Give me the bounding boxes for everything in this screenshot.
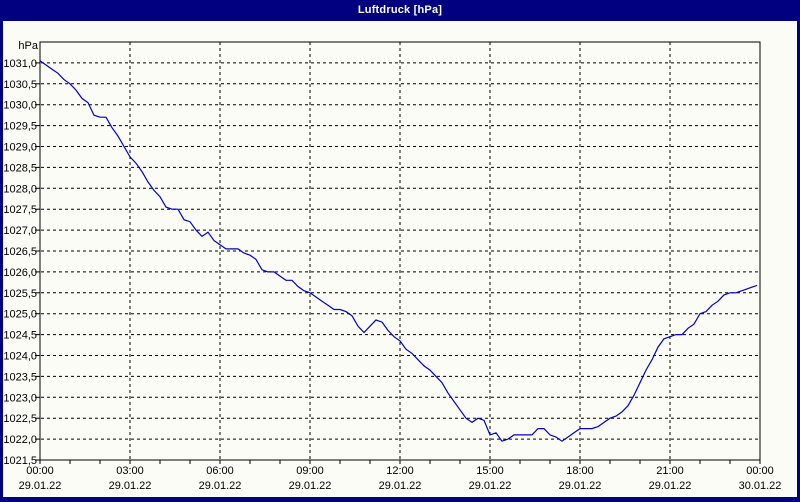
x-tick-labels: 00:00 29.01.22 03:00 29.01.22 06:00 29.01.22 0… (19, 465, 782, 492)
plot-frame (39, 41, 761, 461)
y-tick-label: 1030,5 (3, 79, 37, 91)
x-tick-date-label: 29.01.22 (19, 480, 62, 492)
y-tick-label: 1026,5 (3, 246, 37, 258)
y-tick-label: 1024,5 (3, 330, 37, 342)
x-tick-date-label: 29.01.22 (649, 480, 692, 492)
y-tick-label: 1028,0 (3, 183, 37, 195)
x-tick-time-label: 09:00 (296, 465, 324, 477)
pressure-line (39, 60, 758, 442)
x-tick-date-label: 30.01.22 (739, 480, 782, 492)
pressure-chart: hPa 1031,0 1030,5 1030,0 1029,5 1029,0 1028,5… (3, 40, 782, 492)
x-tick-time-label: 21:00 (656, 465, 684, 477)
chart-area: hPa 1031,0 1030,5 1030,0 1029,5 1029,0 1028,5… (3, 21, 797, 497)
y-tick-labels: 1031,0 1030,5 1030,0 1029,5 1029,0 1028,5 1028… (3, 58, 37, 467)
y-tick-label: 1025,0 (3, 309, 37, 321)
title-bar: Luftdruck [hPa] (0, 0, 800, 21)
x-tick-time-label: 00:00 (746, 465, 774, 477)
x-tick-time-label: 12:00 (386, 465, 414, 477)
x-tick-date-label: 29.01.22 (109, 480, 152, 492)
x-tick-time-label: 03:00 (116, 465, 144, 477)
y-tick-label: 1030,0 (3, 100, 37, 112)
y-tick-label: 1025,5 (3, 288, 37, 300)
grid-lines (41, 41, 759, 461)
x-tick-time-label: 18:00 (566, 465, 594, 477)
chart-title: Luftdruck [hPa] (357, 4, 443, 16)
x-tick-time-label: 00:00 (26, 465, 54, 477)
y-tick-label: 1023,5 (3, 371, 37, 383)
x-tick-time-label: 15:00 (476, 465, 504, 477)
y-tick-label: 1022,0 (3, 434, 37, 446)
y-tick-label: 1027,5 (3, 204, 37, 216)
y-tick-label: 1031,0 (3, 58, 37, 70)
x-tick-date-label: 29.01.22 (469, 480, 512, 492)
y-tick-label: 1022,5 (3, 413, 37, 425)
y-tick-label: 1029,5 (3, 121, 37, 133)
y-tick-label: 1024,0 (3, 351, 37, 363)
y-tick-label: 1029,0 (3, 142, 37, 154)
x-tick-date-label: 29.01.22 (379, 480, 422, 492)
y-axis-unit: hPa (18, 40, 38, 52)
y-tick-label: 1021,5 (3, 455, 37, 467)
y-tick-label: 1026,0 (3, 267, 37, 279)
x-tick-date-label: 29.01.22 (559, 480, 602, 492)
x-tick-time-label: 06:00 (206, 465, 234, 477)
x-tick-date-label: 29.01.22 (199, 480, 242, 492)
y-tick-label: 1023,0 (3, 392, 37, 404)
axis-ticks (35, 62, 761, 464)
x-tick-date-label: 29.01.22 (289, 480, 332, 492)
y-tick-label: 1028,5 (3, 162, 37, 174)
y-tick-label: 1027,0 (3, 225, 37, 237)
